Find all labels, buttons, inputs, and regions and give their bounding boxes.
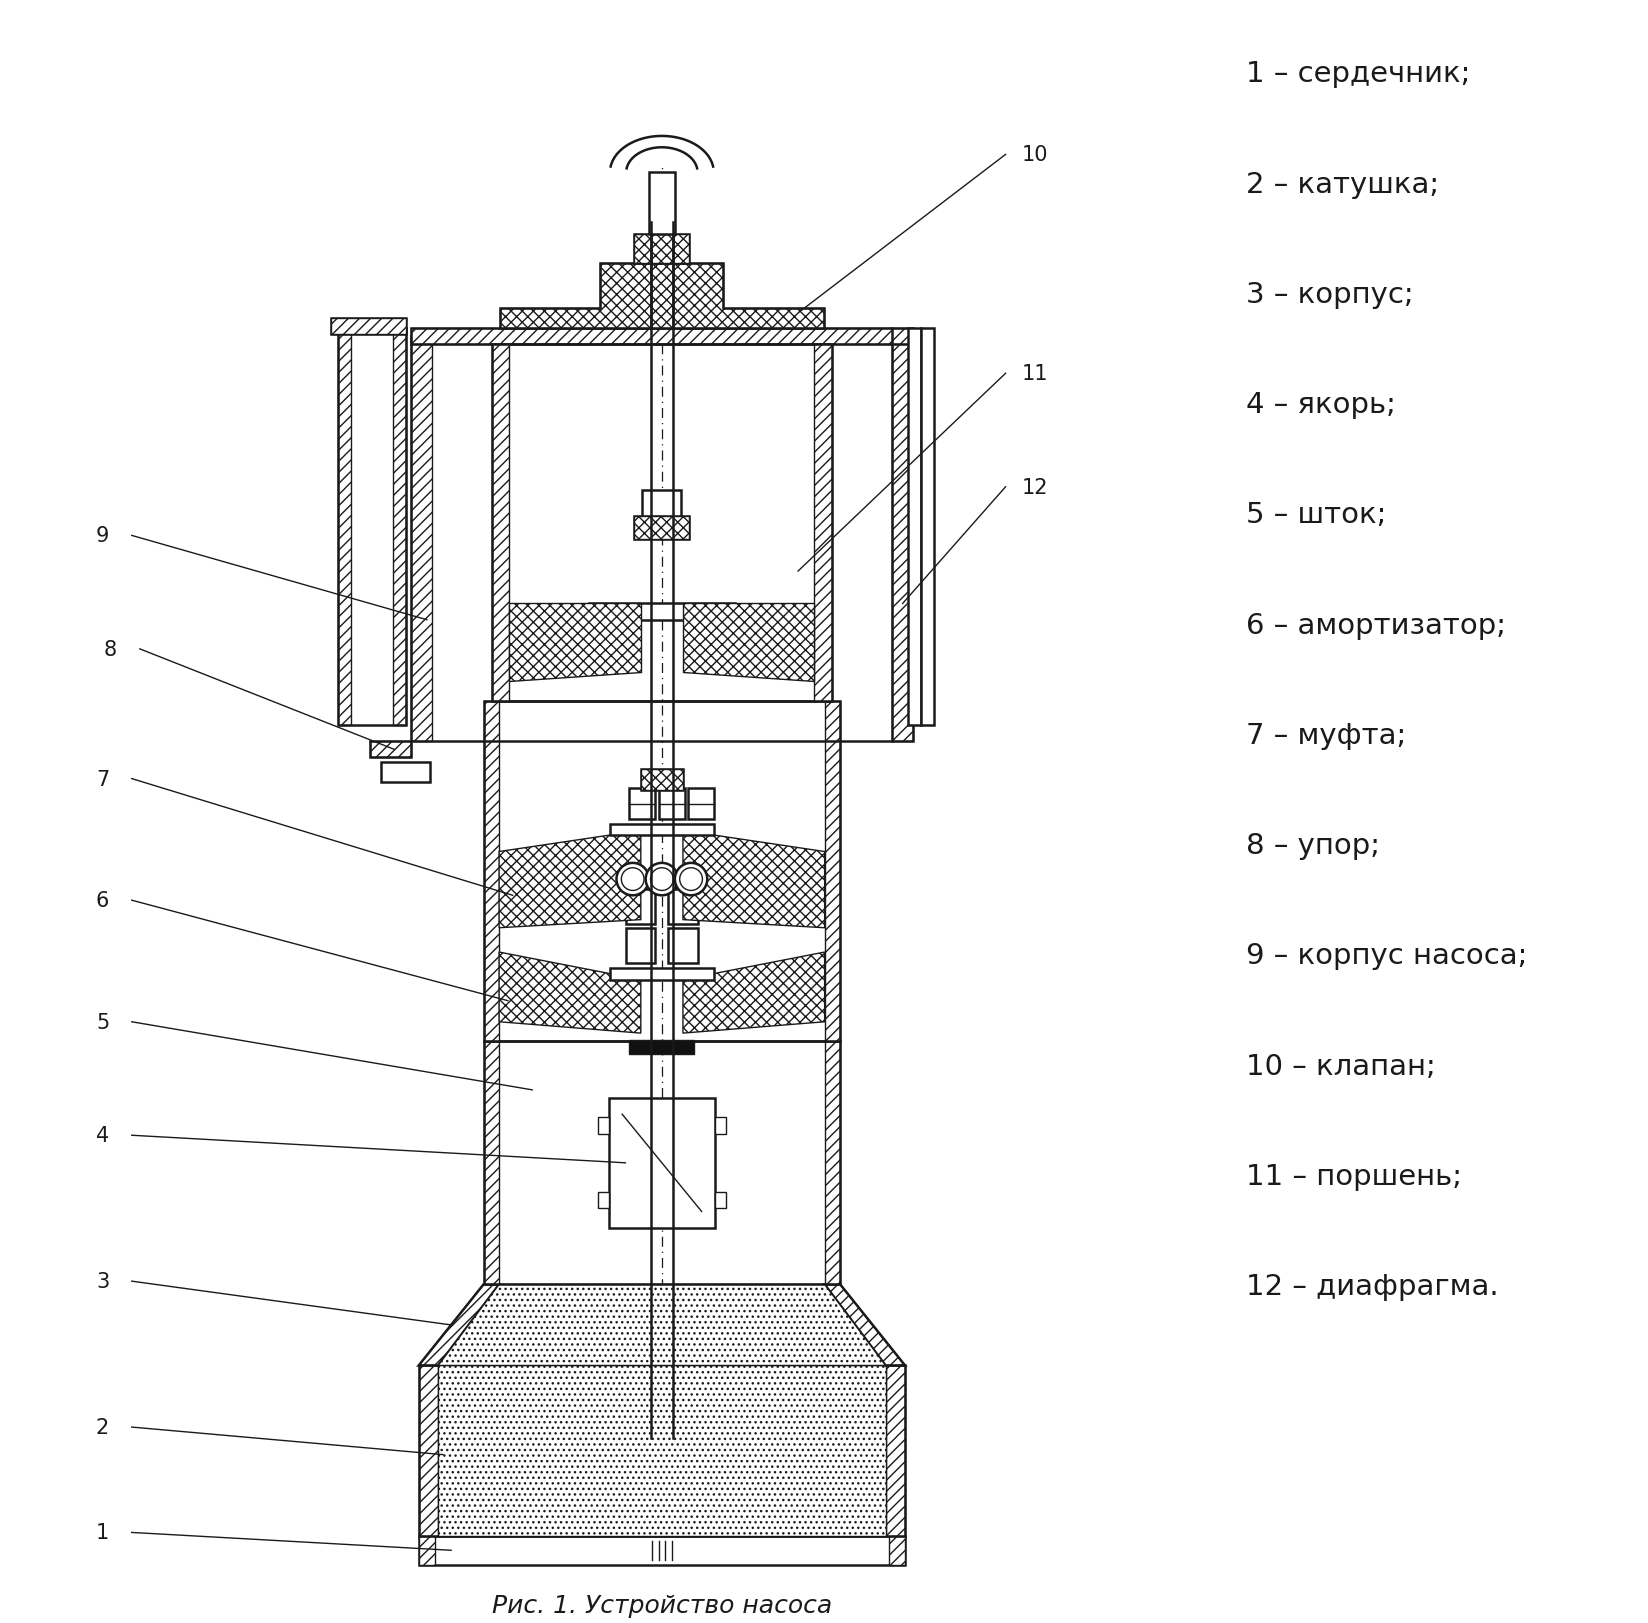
Text: 8: 8 <box>104 639 117 659</box>
Bar <box>634 235 689 265</box>
Polygon shape <box>824 1285 905 1365</box>
Text: 4: 4 <box>96 1126 109 1146</box>
Bar <box>669 928 697 964</box>
Text: 8 – упор;: 8 – упор; <box>1246 831 1379 860</box>
Bar <box>483 1042 499 1285</box>
Text: 7 – муфта;: 7 – муфта; <box>1246 721 1406 750</box>
Bar <box>491 344 832 701</box>
Bar <box>331 320 405 336</box>
Bar <box>419 1365 438 1535</box>
Text: 2 – катушка;: 2 – катушка; <box>1246 170 1439 198</box>
Bar <box>630 789 656 820</box>
Text: 12: 12 <box>1022 477 1048 497</box>
Polygon shape <box>509 604 641 682</box>
Bar <box>483 701 499 1042</box>
Polygon shape <box>682 953 824 1034</box>
Polygon shape <box>499 953 641 1034</box>
Bar <box>687 789 714 820</box>
Circle shape <box>679 868 702 891</box>
Bar <box>892 338 913 742</box>
Bar <box>438 1365 885 1535</box>
Text: Рис. 1. Устройство насоса: Рис. 1. Устройство насоса <box>491 1594 832 1618</box>
Bar <box>814 344 832 701</box>
Text: 12 – диафрагма.: 12 – диафрагма. <box>1246 1272 1498 1300</box>
Bar <box>410 329 913 344</box>
Text: 6: 6 <box>96 891 109 911</box>
Bar <box>410 338 913 742</box>
Text: 2: 2 <box>96 1417 109 1438</box>
Text: 1: 1 <box>96 1522 109 1542</box>
Bar <box>338 329 351 725</box>
Bar <box>643 490 681 516</box>
Bar <box>634 235 689 265</box>
Bar <box>381 763 430 782</box>
Polygon shape <box>682 604 814 682</box>
Text: 10: 10 <box>1022 146 1048 166</box>
Text: 4 – якорь;: 4 – якорь; <box>1246 391 1396 419</box>
Polygon shape <box>682 831 824 928</box>
Bar <box>610 969 714 980</box>
Bar <box>921 329 934 725</box>
Bar <box>392 329 405 725</box>
Bar <box>888 1535 905 1565</box>
Bar <box>626 928 656 964</box>
Bar <box>634 516 689 539</box>
Bar <box>885 1365 905 1535</box>
Bar <box>598 1193 610 1209</box>
Bar <box>419 1535 435 1565</box>
Text: 11 – поршень;: 11 – поршень; <box>1246 1162 1462 1190</box>
Text: 9 – корпус насоса;: 9 – корпус насоса; <box>1246 941 1528 969</box>
Bar <box>630 1040 694 1055</box>
Bar <box>634 516 689 539</box>
Polygon shape <box>419 1285 499 1365</box>
Bar <box>641 769 682 790</box>
Text: 10 – клапан;: 10 – клапан; <box>1246 1052 1435 1079</box>
Bar <box>824 701 840 1042</box>
Bar <box>610 1099 715 1229</box>
Circle shape <box>621 868 644 891</box>
Polygon shape <box>499 265 824 329</box>
Bar <box>610 824 714 836</box>
Bar <box>908 329 921 725</box>
Text: 3: 3 <box>96 1271 109 1292</box>
Polygon shape <box>438 1285 885 1365</box>
Bar <box>659 789 684 820</box>
Text: 6 – амортизатор;: 6 – амортизатор; <box>1246 612 1506 639</box>
Circle shape <box>674 863 707 896</box>
Text: 5: 5 <box>96 1013 109 1032</box>
Bar <box>410 329 913 344</box>
Bar <box>649 174 674 235</box>
Text: 1 – сердечник;: 1 – сердечник; <box>1246 60 1470 88</box>
Bar <box>410 338 432 742</box>
Bar <box>715 1118 725 1134</box>
Bar <box>641 769 682 790</box>
Bar <box>715 1193 725 1209</box>
Bar <box>331 320 405 336</box>
Text: 3 – корпус;: 3 – корпус; <box>1246 281 1412 308</box>
Bar <box>338 329 405 725</box>
Polygon shape <box>499 831 641 928</box>
Text: 7: 7 <box>96 769 109 789</box>
Text: 5 – шток;: 5 – шток; <box>1246 502 1386 529</box>
Bar <box>626 889 656 925</box>
Circle shape <box>651 868 674 891</box>
Text: 11: 11 <box>1022 364 1048 385</box>
Bar <box>598 1118 610 1134</box>
Bar <box>491 344 509 701</box>
Bar <box>371 742 410 758</box>
Bar <box>824 1042 840 1285</box>
Circle shape <box>616 863 649 896</box>
Text: 9: 9 <box>96 526 109 545</box>
Bar <box>483 1042 840 1285</box>
Bar <box>669 889 697 925</box>
Bar <box>588 604 735 620</box>
Bar <box>483 701 840 1042</box>
Bar <box>371 742 410 758</box>
Circle shape <box>646 863 677 896</box>
Bar <box>419 1535 905 1565</box>
